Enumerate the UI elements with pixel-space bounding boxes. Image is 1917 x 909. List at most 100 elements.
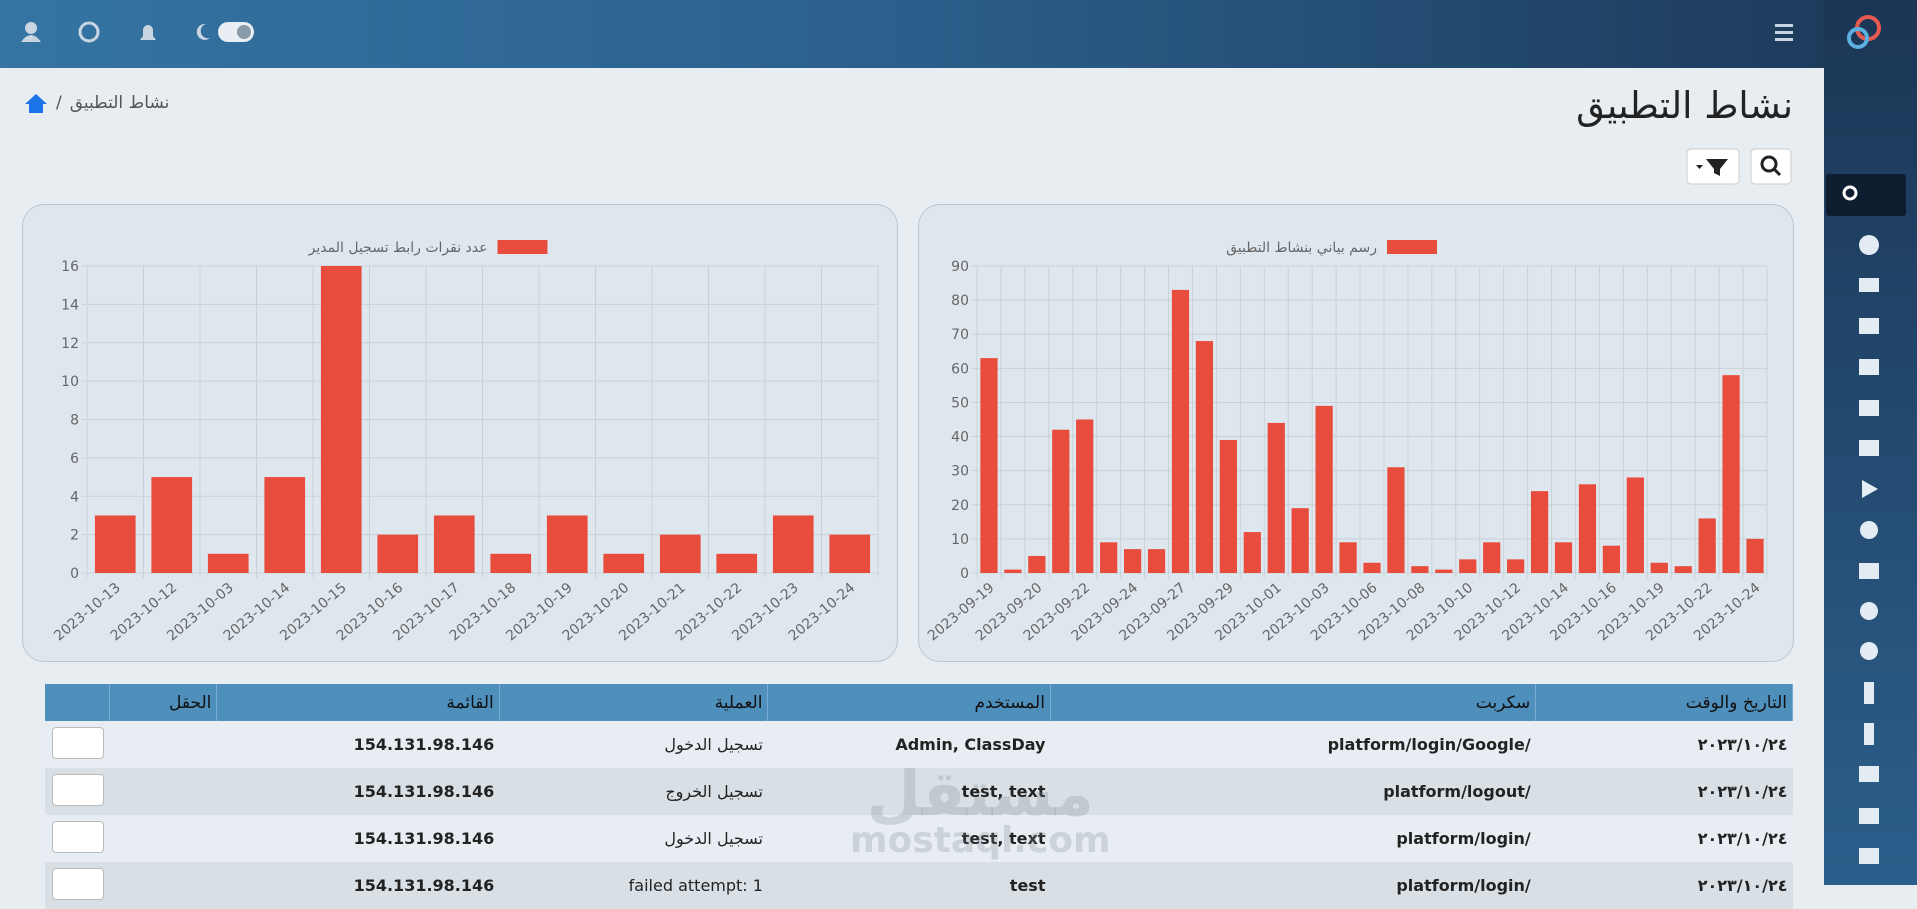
bar (207, 553, 249, 573)
bar (716, 553, 758, 573)
bar (1387, 467, 1405, 573)
table-header: التاريخ والوقت سكربت المستخدم العملية القائم… (45, 684, 1793, 721)
sidebar-search[interactable] (1826, 174, 1906, 216)
bar (1195, 341, 1214, 573)
bar (1578, 484, 1597, 573)
table-row: ٢٠٢٣/١٠/٢٤/platform/login test failed atte… (45, 862, 1793, 909)
bar (1746, 538, 1764, 573)
bar (1459, 559, 1477, 573)
toolbar (1686, 148, 1792, 185)
table-cell (109, 721, 217, 768)
breadcrumb-current[interactable]: نشاط التطبيق (69, 93, 170, 113)
table-cell (45, 862, 110, 909)
search-icon (1842, 185, 1858, 201)
table-cell: ٢٠٢٣/١٠/٢٤ (1535, 721, 1793, 768)
table-cell: test, text (767, 815, 1051, 862)
table-cell: test, text (767, 768, 1051, 815)
globe-icon[interactable] (78, 21, 100, 43)
y-tick-label: 10 (951, 532, 969, 548)
bar (1315, 405, 1333, 573)
table-cell: /platform/login/Google (1050, 721, 1536, 768)
y-tick-label: 80 (951, 293, 969, 309)
y-tick-label: 10 (61, 374, 79, 390)
table-cell: /platform/login (1050, 815, 1536, 862)
filter-icon (1706, 159, 1728, 176)
bar (1507, 559, 1525, 573)
bar (1028, 555, 1046, 573)
bar (320, 266, 362, 573)
y-tick-label: 4 (70, 489, 79, 505)
bell-icon[interactable] (140, 25, 156, 40)
y-tick-label: 70 (951, 327, 969, 343)
chart: 0 2 4 6 8 10 12 14 16 عدد نقرات رابط تسجيل المدير… (51, 240, 879, 644)
column-header[interactable]: الحقل (109, 684, 218, 721)
column-header[interactable]: المستخدم (767, 684, 1051, 721)
table-cell: 154.131.98.146 (216, 768, 500, 815)
table-cell: 154.131.98.146 (216, 815, 500, 862)
top-bar (0, 0, 1824, 68)
page-title: نشاط التطبيق (1576, 84, 1793, 127)
toggle-knob (237, 25, 251, 39)
legend-swatch (497, 240, 548, 254)
home-icon[interactable] (24, 92, 48, 114)
column-header[interactable]: القائمة (216, 684, 500, 721)
row-action-button[interactable] (52, 773, 105, 806)
column-header[interactable]: سكربت (1050, 684, 1537, 721)
column-header[interactable]: التاريخ والوقت (1535, 684, 1793, 721)
column-header[interactable]: العملية (499, 684, 769, 721)
sidebar (1824, 0, 1917, 885)
bar (151, 477, 193, 573)
bar (377, 534, 419, 573)
menu-icon[interactable] (1775, 24, 1793, 41)
caret (1696, 165, 1703, 169)
logo (1847, 27, 1869, 49)
sidebar-icons (1826, 15, 1906, 864)
y-tick-label: 30 (951, 464, 969, 480)
table-cell: failed attempt: 1 (499, 862, 768, 909)
search-icon (1760, 155, 1778, 173)
table-cell: تسجيل الدخول (499, 721, 768, 768)
bar (1674, 566, 1692, 573)
bar (1123, 549, 1142, 573)
y-tick-label: 40 (951, 430, 969, 446)
bar (1722, 375, 1740, 573)
table-cell (45, 815, 110, 862)
table-cell (109, 768, 217, 815)
chart-card: 0 2 4 6 8 10 12 14 16 عدد نقرات رابط تسجيل المدير… (22, 204, 898, 662)
search-button[interactable] (1750, 148, 1792, 185)
bar (772, 515, 814, 573)
bar (1219, 439, 1237, 573)
table-cell: 154.131.98.146 (216, 862, 500, 909)
bar (1483, 542, 1501, 573)
row-action-button[interactable] (52, 867, 105, 900)
bar (1291, 508, 1309, 573)
bar (1100, 542, 1118, 573)
bar (1052, 429, 1070, 573)
bar (1650, 562, 1668, 573)
table-cell: ٢٠٢٣/١٠/٢٤ (1535, 815, 1793, 862)
row-action-button[interactable] (52, 820, 105, 853)
bar (1339, 542, 1357, 573)
table-cell: 154.131.98.146 (216, 721, 500, 768)
table-row: ٢٠٢٣/١٠/٢٤/platform/login/Google Admin, C… (45, 721, 1793, 768)
table-cell: تسجيل الخروج (499, 768, 768, 815)
user-icon-body (21, 35, 41, 42)
bar (264, 477, 306, 573)
bar (94, 515, 136, 573)
y-tick-label: 2 (70, 528, 79, 544)
bar (980, 358, 998, 573)
row-action-button[interactable] (52, 726, 105, 759)
nav-icons[interactable] (1859, 235, 1879, 864)
y-tick-label: 60 (951, 361, 969, 377)
moon-icon (196, 23, 210, 40)
bar (1698, 518, 1716, 573)
bar (659, 534, 701, 573)
table-cell: test (767, 862, 1051, 909)
bar (1554, 542, 1573, 573)
breadcrumb: نشاط التطبيق / (24, 92, 169, 114)
bar (603, 553, 645, 573)
table-row: ٢٠٢٣/١٠/٢٤/platform/logout test, text تسجي… (45, 768, 1793, 815)
user-icon[interactable] (25, 22, 37, 34)
watermark: مستقل mostaql.com (850, 763, 1111, 859)
column-header-action (45, 684, 110, 721)
